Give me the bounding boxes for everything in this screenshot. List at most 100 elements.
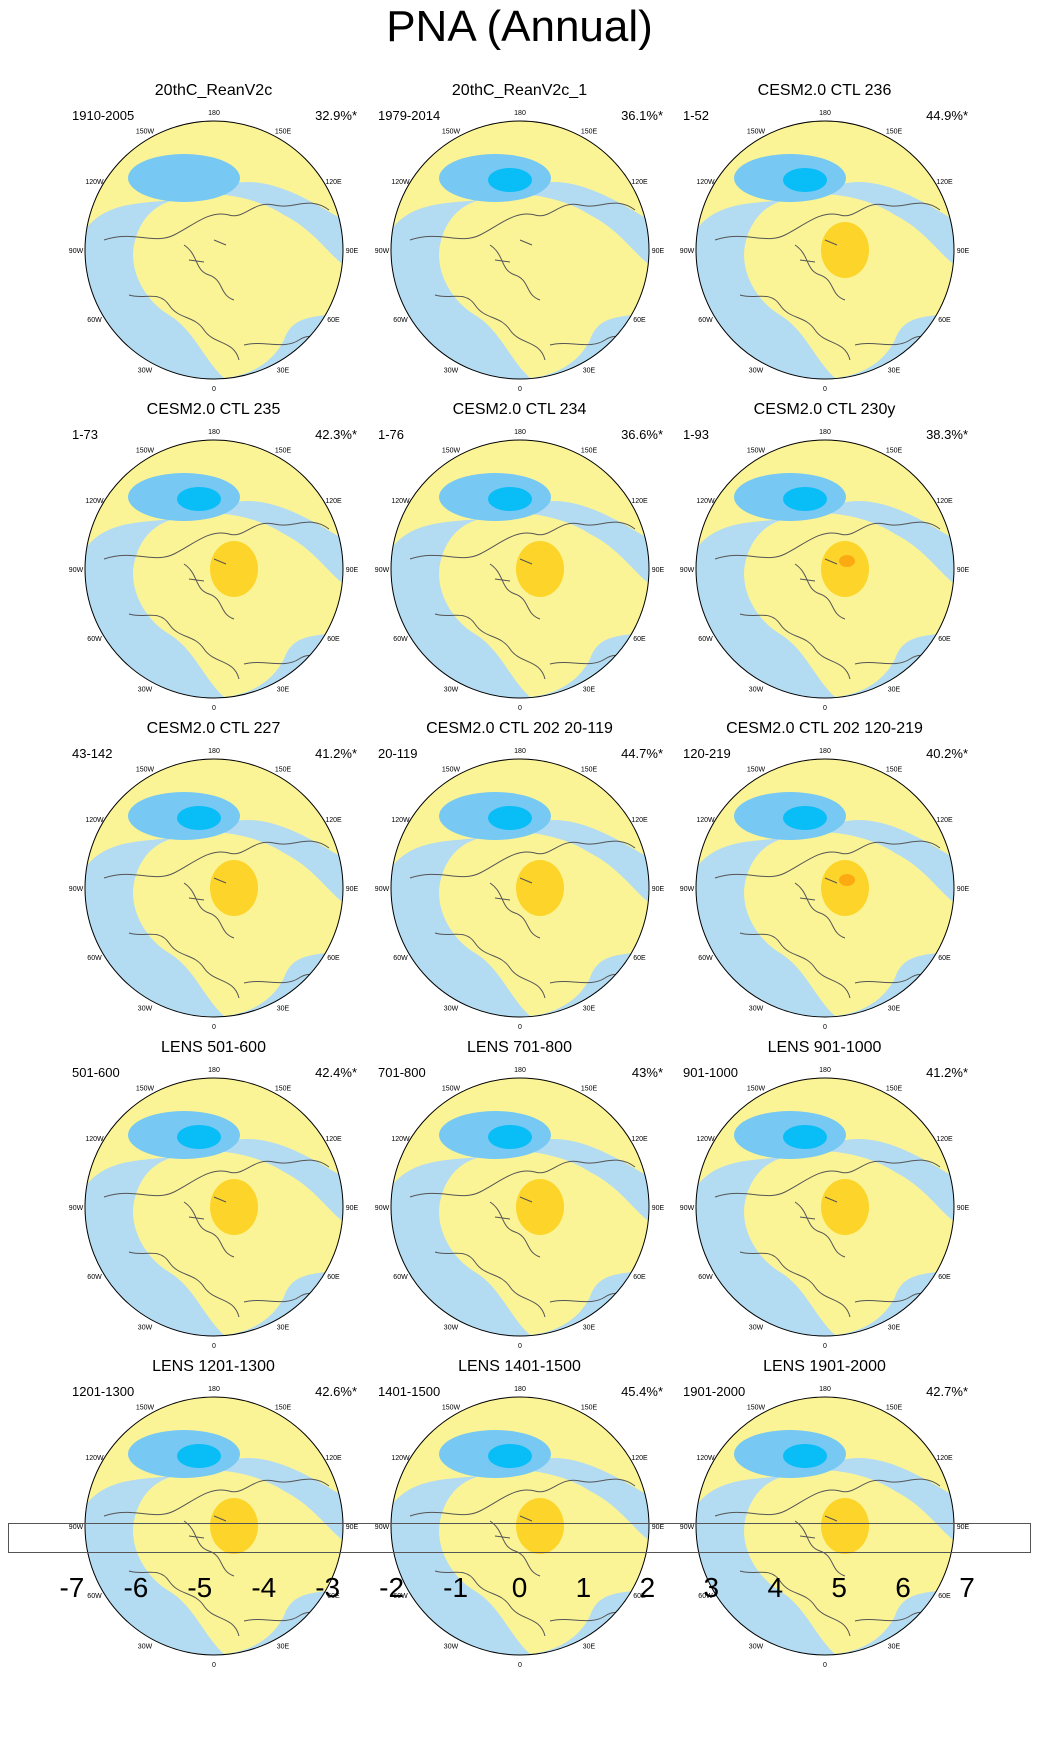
colorbar-tick-label: 2 [639, 1572, 656, 1603]
positive-anomaly-region [133, 513, 343, 697]
longitude-tick-label: 90W [375, 248, 390, 255]
longitude-tick-label: 30E [583, 1006, 596, 1013]
map-panel: LENS 1201-1300 1201-1300 42.6%* 180 150W 120W… [62, 1358, 365, 1678]
figure-title: PNA (Annual) [386, 2, 653, 51]
longitude-tick-label: 60E [327, 317, 340, 324]
longitude-tick-label: 150W [747, 448, 766, 455]
panel-title: CESM2.0 CTL 227 [146, 720, 281, 737]
positive-anomaly-region [439, 1151, 649, 1335]
longitude-tick-label: 180 [819, 748, 831, 755]
longitude-tick-label: 0 [518, 1024, 522, 1031]
longitude-tick-label: 90E [346, 248, 359, 255]
longitude-tick-label: 120W [696, 1136, 715, 1143]
map-boundary [84, 1396, 344, 1656]
longitude-tick-label: 120E [325, 498, 342, 505]
map-boundary [84, 1077, 344, 1337]
longitude-tick-label: 90E [957, 567, 970, 574]
positive-anomaly-region [439, 194, 649, 378]
map-boundary [695, 120, 955, 380]
map-boundary [695, 439, 955, 699]
coastline [489, 1196, 541, 1258]
longitude-tick-label: 30W [749, 1325, 764, 1332]
coastline [794, 877, 846, 939]
longitude-tick-label: 30E [888, 1644, 901, 1651]
longitude-tick-label: 120E [936, 1136, 953, 1143]
map-boundary [390, 758, 650, 1018]
colorbar-tick-label: 3 [703, 1572, 720, 1603]
longitude-tick-label: 60E [938, 636, 951, 643]
polar-map: 180 150W 120W 90W 60W 30W 0 30E 60E 90E 120E 150E [69, 110, 359, 393]
longitude-tick-label: 120W [696, 179, 715, 186]
positive-anomaly-region [133, 194, 343, 378]
longitude-tick-label: 150W [442, 129, 461, 136]
positive-anomaly-center [821, 860, 869, 916]
panel-year-range: 1-76 [378, 427, 405, 442]
panel-title: CESM2.0 CTL 230y [753, 401, 896, 418]
longitude-tick-label: 60W [393, 955, 408, 962]
longitude-tick-label: 60E [633, 317, 646, 324]
longitude-tick-label: 30E [888, 687, 901, 694]
coastline [714, 1159, 941, 1198]
longitude-tick-label: 150W [747, 767, 766, 774]
longitude-tick-label: 180 [208, 1386, 220, 1393]
longitude-tick-label: 30W [749, 1644, 764, 1651]
positive-anomaly-region [133, 1151, 343, 1335]
positive-anomaly-region [133, 1470, 343, 1654]
panel-year-range: 43-142 [72, 746, 113, 761]
longitude-tick-label: 150W [136, 1405, 155, 1412]
longitude-tick-label: 90E [346, 1524, 359, 1531]
map-boundary [390, 439, 650, 699]
longitude-tick-label: 120E [631, 179, 648, 186]
panel-year-range: 1901-2000 [683, 1384, 746, 1399]
positive-anomaly-center [210, 541, 258, 597]
longitude-tick-label: 150E [886, 448, 903, 455]
longitude-tick-label: 90E [652, 567, 665, 574]
longitude-tick-label: 90E [652, 1524, 665, 1531]
longitude-tick-label: 180 [514, 110, 526, 117]
map-panel: CESM2.0 CTL 227 43-142 41.2%* 180 150W 120W 90… [62, 720, 365, 1040]
longitude-tick-label: 60E [938, 1593, 951, 1600]
coastline [794, 1196, 846, 1258]
longitude-tick-label: 120W [391, 179, 410, 186]
longitude-tick-label: 60W [393, 636, 408, 643]
longitude-tick-label: 0 [518, 705, 522, 712]
coastline [128, 294, 240, 361]
polar-map: 180 150W 120W 90W 60W 30W 0 30E 60E 90E 120E 150E [680, 429, 970, 712]
panel-variance-percent: 44.9%* [926, 108, 968, 123]
map-boundary [695, 1396, 955, 1656]
panel-title: LENS 1401-1500 [458, 1358, 581, 1375]
positive-anomaly-center [516, 1179, 564, 1235]
positive-anomaly-region [744, 194, 954, 378]
map-panel: 20thC_ReanV2c 1910-2005 32.9%* 180 150W 120W 9… [62, 82, 365, 402]
longitude-tick-label: 180 [208, 429, 220, 436]
panel-variance-percent: 42.7%* [926, 1384, 968, 1399]
strong-negative-anomaly-center [783, 487, 827, 511]
longitude-tick-label: 150E [581, 767, 598, 774]
coastline [103, 1478, 330, 1517]
longitude-tick-label: 60W [393, 1593, 408, 1600]
panel-title: LENS 1901-2000 [763, 1358, 886, 1375]
polar-map: 180 150W 120W 90W 60W 30W 0 30E 60E 90E 120E 150E [680, 748, 970, 1031]
longitude-tick-label: 90W [375, 567, 390, 574]
longitude-tick-label: 90E [346, 886, 359, 893]
colorbar-tick-label: -1 [443, 1572, 469, 1603]
positive-anomaly-region [439, 1470, 649, 1654]
positive-anomaly-center [210, 1179, 258, 1235]
panel-year-range: 120-219 [683, 746, 731, 761]
longitude-tick-label: 60E [633, 955, 646, 962]
coastline [103, 521, 330, 560]
longitude-tick-label: 30W [444, 1644, 459, 1651]
longitude-tick-label: 120E [936, 498, 953, 505]
colorbar-tick-label: -4 [251, 1572, 277, 1603]
coastline [739, 294, 851, 361]
longitude-tick-label: 90W [69, 1205, 84, 1212]
panel-title: LENS 501-600 [161, 1039, 266, 1056]
strong-negative-anomaly-center [177, 806, 221, 830]
panel-title: 20thC_ReanV2c [154, 82, 273, 99]
longitude-tick-label: 150W [442, 1086, 461, 1093]
longitude-tick-label: 0 [823, 705, 827, 712]
longitude-tick-label: 60E [327, 636, 340, 643]
longitude-tick-label: 90E [957, 886, 970, 893]
longitude-tick-label: 90W [375, 1524, 390, 1531]
panel-variance-percent: 42.3%* [315, 427, 357, 442]
